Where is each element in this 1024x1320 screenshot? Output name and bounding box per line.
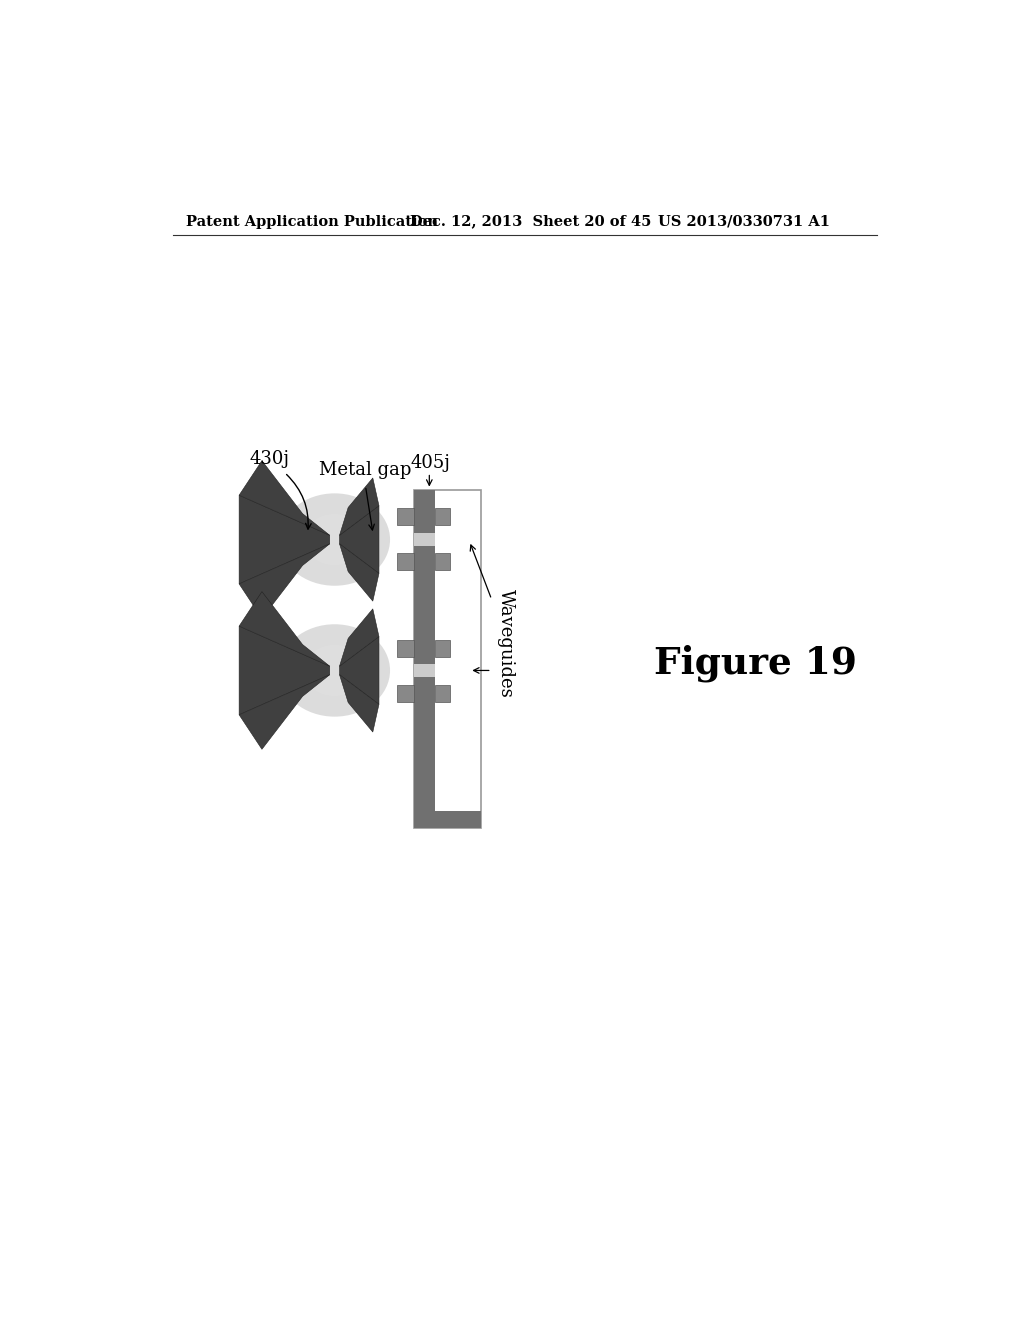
Bar <box>414 490 435 829</box>
Bar <box>414 812 481 829</box>
Bar <box>435 640 451 656</box>
Polygon shape <box>340 478 379 535</box>
Text: Metal gap: Metal gap <box>319 461 412 479</box>
Text: 405j: 405j <box>410 454 450 471</box>
Bar <box>414 490 481 829</box>
Polygon shape <box>240 544 330 618</box>
Polygon shape <box>240 461 330 535</box>
Polygon shape <box>340 636 379 705</box>
Bar <box>397 553 414 570</box>
Text: Patent Application Publication: Patent Application Publication <box>186 215 438 228</box>
Polygon shape <box>340 675 379 733</box>
Bar <box>397 508 414 525</box>
Ellipse shape <box>304 515 366 565</box>
Bar <box>397 685 414 702</box>
Bar <box>435 685 451 702</box>
Text: Figure 19: Figure 19 <box>654 644 857 681</box>
Polygon shape <box>240 495 330 583</box>
Polygon shape <box>340 544 379 601</box>
Bar <box>414 664 435 677</box>
Bar <box>435 508 451 525</box>
Ellipse shape <box>280 624 390 717</box>
Bar <box>435 553 451 570</box>
Polygon shape <box>240 626 330 715</box>
Text: Dec. 12, 2013  Sheet 20 of 45: Dec. 12, 2013 Sheet 20 of 45 <box>410 215 651 228</box>
Text: 430j: 430j <box>250 450 290 467</box>
Text: Waveguides: Waveguides <box>498 589 515 698</box>
Bar <box>414 532 435 546</box>
Polygon shape <box>240 675 330 750</box>
Bar <box>397 640 414 656</box>
Polygon shape <box>340 506 379 573</box>
Polygon shape <box>240 591 330 667</box>
Ellipse shape <box>280 494 390 586</box>
Ellipse shape <box>304 645 366 696</box>
Text: US 2013/0330731 A1: US 2013/0330731 A1 <box>658 215 830 228</box>
Polygon shape <box>340 609 379 667</box>
